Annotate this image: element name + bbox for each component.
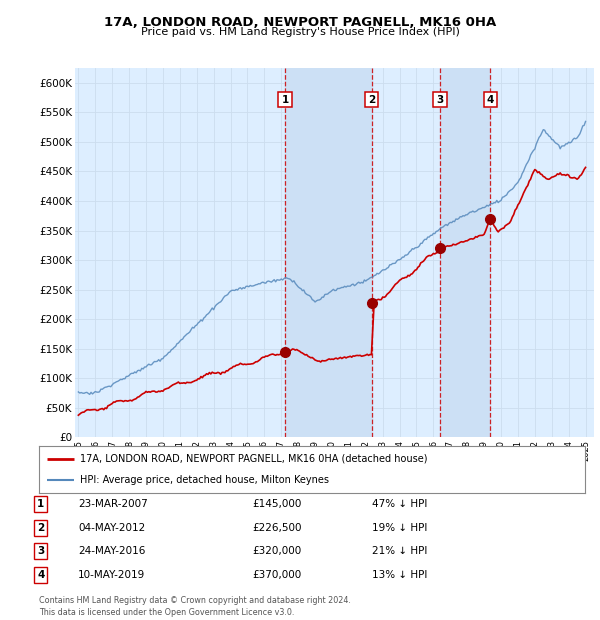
Text: £145,000: £145,000 (252, 499, 301, 509)
Text: 3: 3 (436, 95, 443, 105)
Text: £370,000: £370,000 (252, 570, 301, 580)
Text: 3: 3 (37, 546, 44, 556)
Text: 24-MAY-2016: 24-MAY-2016 (78, 546, 145, 556)
Text: 23-MAR-2007: 23-MAR-2007 (78, 499, 148, 509)
Text: £320,000: £320,000 (252, 546, 301, 556)
Text: Price paid vs. HM Land Registry's House Price Index (HPI): Price paid vs. HM Land Registry's House … (140, 27, 460, 37)
Text: 10-MAY-2019: 10-MAY-2019 (78, 570, 145, 580)
Text: 2: 2 (37, 523, 44, 533)
Text: £226,500: £226,500 (252, 523, 302, 533)
Text: Contains HM Land Registry data © Crown copyright and database right 2024.
This d: Contains HM Land Registry data © Crown c… (39, 596, 351, 617)
Text: 13% ↓ HPI: 13% ↓ HPI (372, 570, 427, 580)
Text: 4: 4 (487, 95, 494, 105)
Text: 21% ↓ HPI: 21% ↓ HPI (372, 546, 427, 556)
Text: 47% ↓ HPI: 47% ↓ HPI (372, 499, 427, 509)
Text: 04-MAY-2012: 04-MAY-2012 (78, 523, 145, 533)
Bar (285, 68, 371, 437)
Text: 17A, LONDON ROAD, NEWPORT PAGNELL, MK16 0HA (detached house): 17A, LONDON ROAD, NEWPORT PAGNELL, MK16 … (80, 454, 427, 464)
Text: 4: 4 (37, 570, 44, 580)
Text: 19% ↓ HPI: 19% ↓ HPI (372, 523, 427, 533)
Bar (440, 68, 490, 437)
Text: 1: 1 (281, 95, 289, 105)
Text: HPI: Average price, detached house, Milton Keynes: HPI: Average price, detached house, Milt… (80, 476, 329, 485)
Text: 2: 2 (368, 95, 375, 105)
Text: 17A, LONDON ROAD, NEWPORT PAGNELL, MK16 0HA: 17A, LONDON ROAD, NEWPORT PAGNELL, MK16 … (104, 16, 496, 29)
Text: 1: 1 (37, 499, 44, 509)
